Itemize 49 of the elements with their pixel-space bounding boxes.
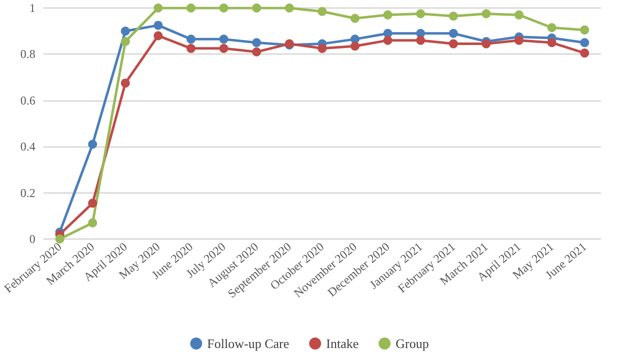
point [383, 10, 392, 20]
point [547, 23, 556, 32]
point [350, 42, 360, 51]
point [186, 4, 196, 12]
point [219, 44, 228, 53]
point [482, 9, 491, 18]
point [154, 20, 163, 30]
y-tick-label: 0.8 [20, 47, 36, 62]
point [120, 78, 130, 88]
point [547, 38, 556, 48]
point [55, 234, 64, 244]
point [186, 44, 196, 53]
y-tick-label: 0.2 [20, 186, 36, 200]
point [514, 10, 524, 20]
point [383, 36, 392, 45]
y-tick-label: 1 [29, 1, 36, 15]
point [120, 26, 130, 36]
point [416, 9, 426, 18]
legend-label: Follow-up Care [207, 336, 290, 351]
point [219, 4, 228, 12]
point [186, 34, 196, 44]
point [252, 4, 262, 12]
legend-label: Intake [326, 336, 359, 351]
point [318, 44, 327, 53]
point [416, 36, 426, 45]
point [284, 4, 294, 12]
point [514, 36, 524, 45]
point [252, 38, 262, 48]
y-tick-label: 0 [29, 232, 36, 246]
point [154, 31, 163, 40]
legend-label: Group [396, 336, 429, 351]
point [252, 47, 262, 56]
point [219, 34, 228, 44]
point [88, 218, 98, 228]
point [120, 36, 130, 46]
point [580, 25, 590, 34]
point [580, 38, 590, 48]
point [350, 14, 360, 23]
point [154, 4, 163, 12]
point [318, 6, 327, 16]
point [88, 140, 98, 149]
point [448, 28, 458, 38]
y-tick-label: 0.4 [20, 140, 36, 154]
point [482, 39, 491, 48]
point [448, 12, 458, 21]
point [448, 39, 458, 48]
point [88, 198, 98, 208]
point [580, 48, 590, 58]
y-tick-label: 0.6 [20, 93, 36, 108]
